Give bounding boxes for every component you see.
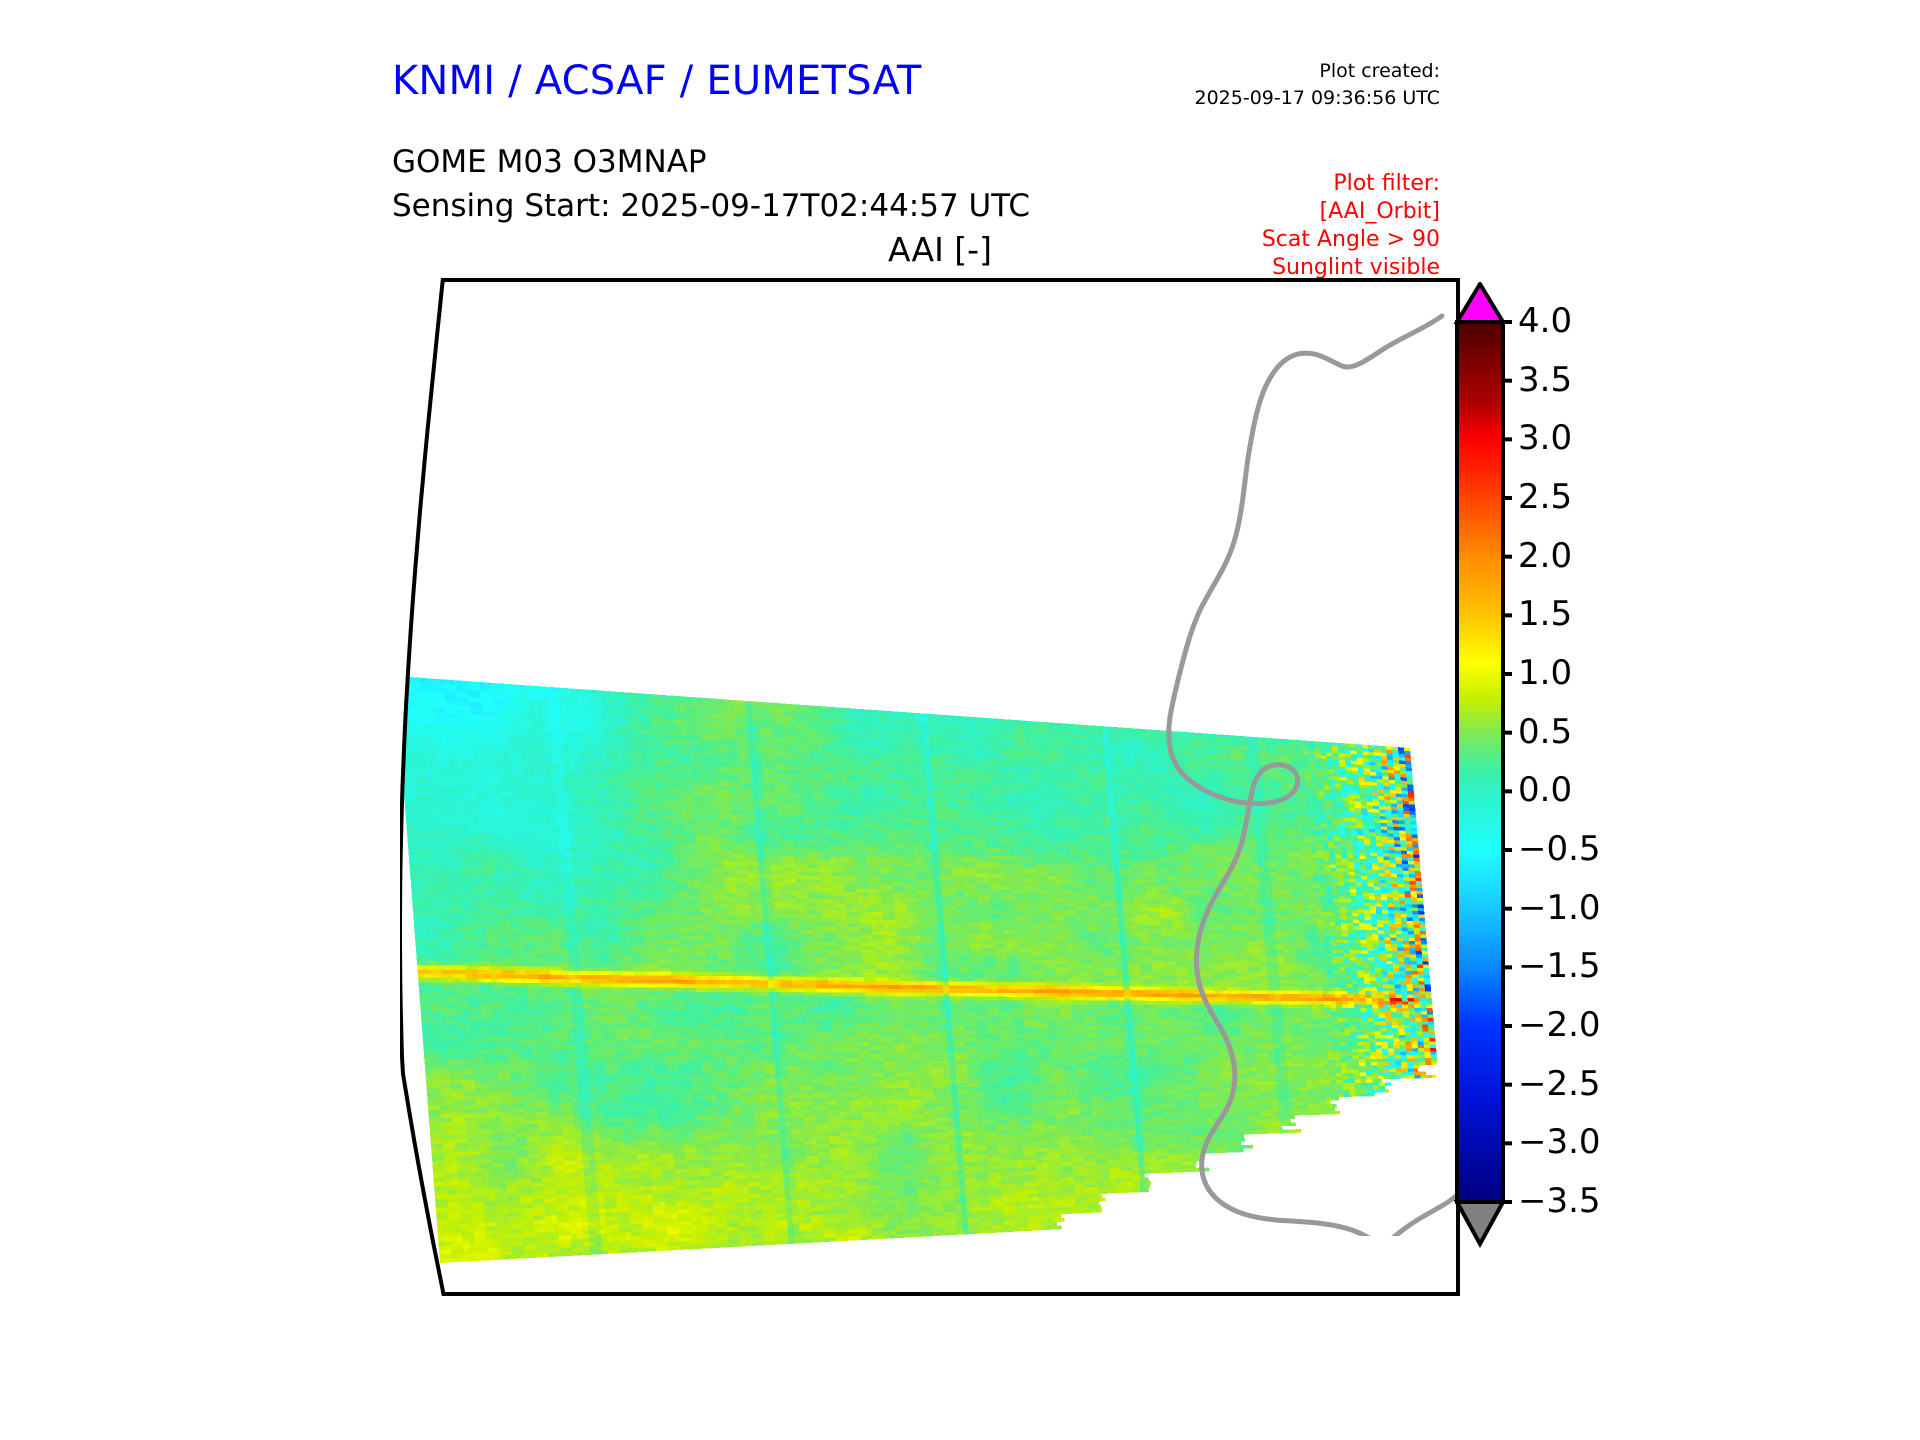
dataset-name: GOME M03 O3MNAP — [392, 140, 1030, 184]
colorbar-tick-labels: 4.0 3.5 3.0 2.5 2.0 1.5 1.0 0.5 0.0 −0.5 −1.0 −1.5 −… — [1518, 282, 1658, 1292]
dataset-info-block: GOME M03 O3MNAP Sensing Start: 2025-09-1… — [392, 140, 1030, 228]
colorbar-tick-label: 3.5 — [1518, 363, 1572, 397]
plot-filter-label: Plot filter: — [1130, 170, 1440, 198]
plot-filter-line-2: Sunglint visible — [1130, 254, 1440, 282]
colorbar-tick-label: −3.5 — [1518, 1184, 1601, 1218]
colorbar-gradient — [1455, 320, 1505, 1204]
map-canvas — [400, 278, 1460, 1296]
map-frame-outline — [400, 278, 1460, 1296]
colorbar-tick-label: 1.5 — [1518, 597, 1572, 631]
colorbar-tick-label: −0.5 — [1518, 832, 1601, 866]
aai-swath-raster — [402, 676, 1438, 1263]
plot-filter-line-1: Scat Angle > 90 — [1130, 226, 1440, 254]
colorbar-tick-label: 0.0 — [1518, 773, 1572, 807]
map-plot-area[interactable] — [400, 278, 1460, 1300]
colorbar-tick-label: 4.0 — [1518, 304, 1572, 338]
colorbar-canvas — [1453, 282, 1512, 1249]
colorbar-tick-label: 0.5 — [1518, 715, 1572, 749]
organisation-title: KNMI / ACSAF / EUMETSAT — [392, 58, 922, 104]
plot-created-timestamp: 2025-09-17 09:36:56 UTC — [1140, 85, 1441, 112]
colorbar-under-arrow — [1453, 1200, 1507, 1249]
colorbar-over-arrow — [1453, 282, 1507, 324]
colorbar-tick-label: −2.5 — [1518, 1067, 1601, 1101]
colorbar[interactable]: 4.0 3.5 3.0 2.5 2.0 1.5 1.0 0.5 0.0 −0.5 −1.0 −1.5 −… — [1452, 282, 1601, 1292]
coastline-main — [1166, 313, 1445, 1236]
plot-created-block: Plot created: 2025-09-17 09:36:56 UTC — [1140, 58, 1441, 112]
colorbar-ticks — [1503, 320, 1512, 1204]
coastline-secondary — [1379, 1159, 1460, 1236]
coastline-layer — [1166, 313, 1460, 1236]
colorbar-tick-label: −1.0 — [1518, 891, 1601, 925]
plot-filter-block: Plot filter: [AAI_Orbit] Scat Angle > 90… — [1130, 170, 1440, 282]
colorbar-tick-label: −2.0 — [1518, 1008, 1601, 1042]
colorbar-tick-label: 1.0 — [1518, 656, 1572, 690]
colorbar-tick-label: 3.0 — [1518, 421, 1572, 455]
colorbar-tick-label: −3.0 — [1518, 1125, 1601, 1159]
plot-created-label: Plot created: — [1140, 58, 1440, 85]
colorbar-tick-label: 2.5 — [1518, 480, 1572, 514]
colorbar-tick-label: 2.0 — [1518, 539, 1572, 573]
page-title: AAI [-] — [430, 230, 1450, 269]
sensing-start: Sensing Start: 2025-09-17T02:44:57 UTC — [392, 184, 1030, 228]
plot-filter-line-0: [AAI_Orbit] — [1130, 198, 1440, 226]
colorbar-tick-label: −1.5 — [1518, 949, 1601, 983]
